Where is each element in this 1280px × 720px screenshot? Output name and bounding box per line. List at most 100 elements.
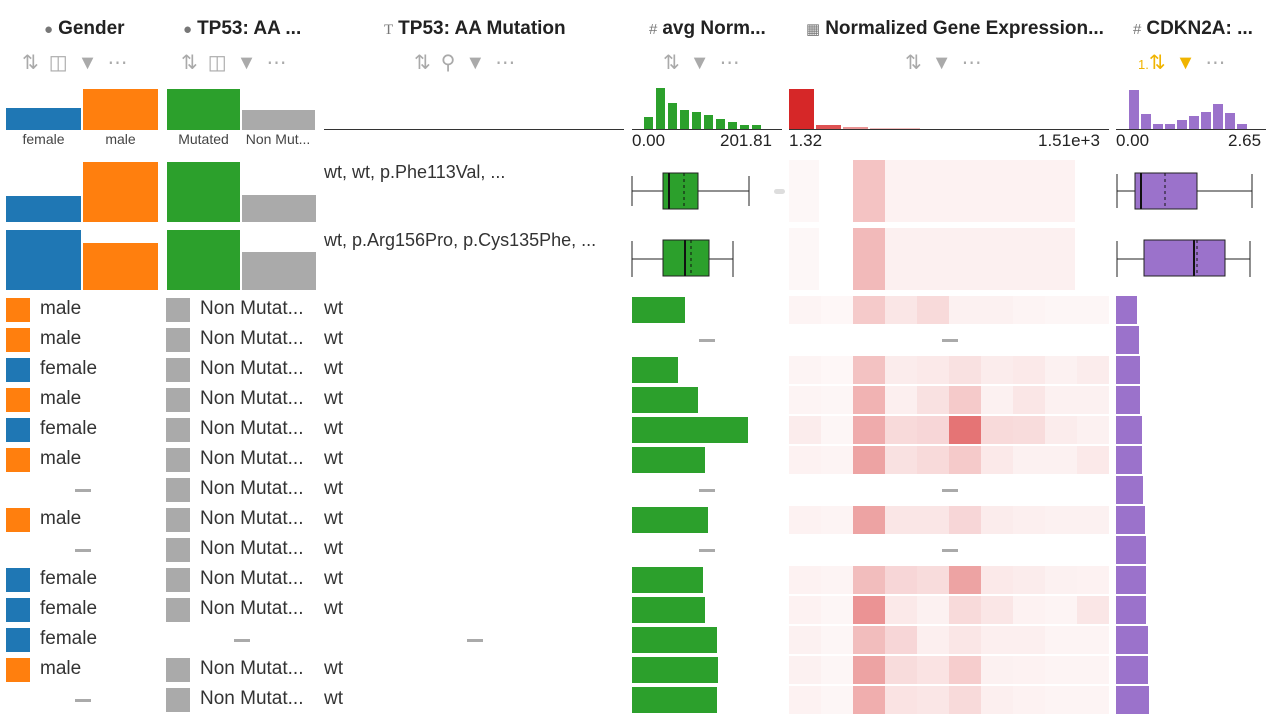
gender-cell: male <box>40 388 82 409</box>
heat-cell <box>885 686 917 714</box>
heat-cell <box>1013 416 1045 444</box>
sort-icon[interactable]: ⇅ <box>663 52 680 74</box>
heat-cell <box>821 386 853 414</box>
table-row[interactable]: Non Mutat... wt <box>0 475 1280 505</box>
sort-rank-badge: 1. <box>1138 57 1149 72</box>
tp53-swatch <box>166 388 190 412</box>
sort-icon[interactable]: ⇅ <box>22 52 39 74</box>
table-row[interactable]: male Non Mutat... wt <box>0 325 1280 355</box>
cdkn2a-bar <box>1116 566 1146 594</box>
hist-bar-female[interactable] <box>6 108 81 130</box>
header-cdkn2a[interactable]: # CDKN2A: ... <box>1133 18 1253 40</box>
heat-cell <box>853 296 885 324</box>
heat-cell <box>885 356 917 384</box>
gender-cell: male <box>40 508 82 529</box>
column-title-avg-norm: avg Norm... <box>662 18 766 39</box>
header-norm-gene[interactable]: ▦ Normalized Gene Expression... <box>806 18 1104 40</box>
filter-active-icon[interactable]: ▼ <box>1175 52 1196 74</box>
gender-histogram[interactable] <box>6 88 158 130</box>
table-row[interactable]: female Non Mutat... wt <box>0 415 1280 445</box>
heat-cell <box>981 416 1013 444</box>
cdkn2a-bar <box>1116 356 1140 384</box>
group-nonmutated-bar <box>242 195 316 222</box>
group-mutated-bar <box>167 230 240 290</box>
tp53-cell: Non Mutat... <box>200 388 304 409</box>
tp53-cell: Non Mutat... <box>200 418 304 439</box>
cdkn2a-histogram[interactable] <box>1116 88 1266 129</box>
gender-swatch <box>6 598 30 622</box>
table-row[interactable]: female Non Mutat... wt <box>0 595 1280 625</box>
cdkn2a-bar <box>1116 476 1143 504</box>
heat-cell <box>1013 566 1045 594</box>
table-row[interactable]: Non Mutat... wt <box>0 685 1280 715</box>
norm-gene-histogram[interactable] <box>789 88 1109 129</box>
group-heat-strip <box>789 228 1109 290</box>
search-icon[interactable]: ⚲ <box>440 52 456 74</box>
heat-cell <box>821 686 853 714</box>
tp53-cell: Non Mutat... <box>200 598 304 619</box>
heat-cell <box>1045 656 1077 684</box>
mutation-cell: wt <box>324 688 343 709</box>
heat-cell <box>917 446 949 474</box>
heat-cell <box>885 566 917 594</box>
heat-cell <box>1013 386 1045 414</box>
table-row[interactable]: female Non Mutat... wt <box>0 355 1280 385</box>
filter-icon[interactable]: ▼ <box>689 52 710 74</box>
tp53-cell: Non Mutat... <box>200 658 304 679</box>
table-row[interactable]: Non Mutat... wt <box>0 535 1280 565</box>
sort-icon[interactable]: ⇅ <box>905 52 922 74</box>
more-icon[interactable]: ⋯ <box>961 52 982 74</box>
heat-cell <box>1013 626 1045 654</box>
header-gender[interactable]: ● Gender <box>44 18 125 40</box>
sort-active-icon[interactable]: 1.⇅ <box>1138 52 1166 74</box>
table-row[interactable]: female <box>0 625 1280 655</box>
heat-cell <box>1013 686 1045 714</box>
filter-icon[interactable]: ▼ <box>465 52 486 74</box>
mutation-cell: wt <box>324 568 343 589</box>
table-row[interactable]: female Non Mutat... wt <box>0 565 1280 595</box>
avg-norm-histogram[interactable] <box>632 88 782 129</box>
group-icon[interactable]: ◫ <box>48 52 68 74</box>
hist-bar-mutated[interactable] <box>167 89 240 130</box>
hist-bar-non-mutated[interactable] <box>242 110 315 130</box>
hist-bar-male[interactable] <box>83 89 158 130</box>
table-row[interactable]: male Non Mutat... wt <box>0 505 1280 535</box>
tp53-swatch <box>166 328 190 352</box>
header-tp53-category[interactable]: ● TP53: AA ... <box>183 18 301 40</box>
table-row[interactable]: male Non Mutat... wt <box>0 445 1280 475</box>
cdkn2a-bar <box>1116 326 1139 354</box>
tp53-cell: Non Mutat... <box>200 478 304 499</box>
missing-value-dash <box>234 639 250 642</box>
categorical-icon: ● <box>183 21 193 38</box>
cdkn2a-bar <box>1116 296 1137 324</box>
group-row[interactable]: wt, p.Arg156Pro, p.Cys135Phe, ... <box>0 228 1280 290</box>
filter-icon[interactable]: ▼ <box>77 52 98 74</box>
more-icon[interactable]: ⋯ <box>1205 52 1226 74</box>
header-tp53-text[interactable]: T TP53: AA Mutation <box>384 18 566 40</box>
filter-icon[interactable]: ▼ <box>931 52 952 74</box>
filter-icon[interactable]: ▼ <box>236 52 257 74</box>
scroll-handle[interactable] <box>774 189 785 194</box>
group-icon[interactable]: ◫ <box>207 52 227 74</box>
group-row[interactable]: wt, wt, p.Phe113Val, ... <box>0 160 1280 222</box>
text-column-divider <box>324 129 624 130</box>
mutation-cell: wt <box>324 298 343 319</box>
avg-norm-bar <box>632 687 717 713</box>
gender-swatch <box>6 628 30 652</box>
heat-cell <box>1077 596 1109 624</box>
more-icon[interactable]: ⋯ <box>495 52 516 74</box>
gender-swatch <box>6 508 30 532</box>
table-row[interactable]: male Non Mutat... wt <box>0 295 1280 325</box>
gender-cell: female <box>40 418 98 439</box>
table-row[interactable]: male Non Mutat... wt <box>0 385 1280 415</box>
sort-icon[interactable]: ⇅ <box>414 52 431 74</box>
header-avg-norm[interactable]: # avg Norm... <box>649 18 766 40</box>
more-icon[interactable]: ⋯ <box>107 52 128 74</box>
more-icon[interactable]: ⋯ <box>266 52 287 74</box>
sort-icon[interactable]: ⇅ <box>181 52 198 74</box>
missing-value-dash <box>942 549 958 552</box>
more-icon[interactable]: ⋯ <box>719 52 740 74</box>
avg-norm-bar <box>632 657 718 683</box>
table-row[interactable]: male Non Mutat... wt <box>0 655 1280 685</box>
tp53-histogram[interactable] <box>167 88 315 130</box>
